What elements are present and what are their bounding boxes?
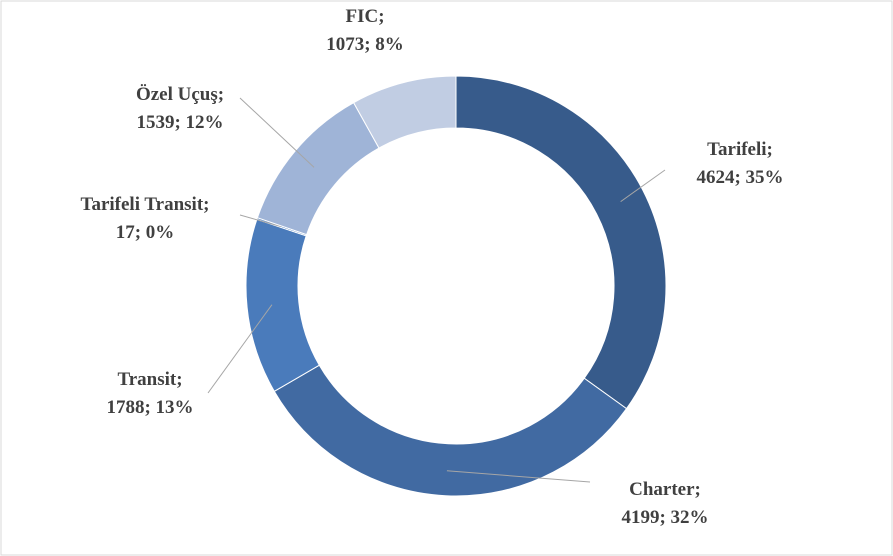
donut-slice <box>455 75 667 410</box>
data-label-line: 1788; 13% <box>106 397 193 418</box>
data-label-line: 4199; 32% <box>621 507 708 528</box>
leader-line <box>239 214 281 228</box>
data-label-line: Charter; <box>629 479 701 500</box>
data-label-line: Transit; <box>117 369 182 390</box>
data-label-line: 4624; 35% <box>696 167 783 188</box>
leader-line <box>620 169 666 203</box>
donut-slice <box>352 75 457 149</box>
data-label: Tarifeli; 4624; 35% <box>696 139 783 188</box>
data-label-line: 1073; 8% <box>326 34 404 55</box>
data-label: Charter; 4199; 32% <box>621 479 708 528</box>
data-label-line: FIC; <box>345 6 384 27</box>
data-label-line: Tarifeli Transit; <box>81 194 210 215</box>
leader-line <box>207 304 273 394</box>
data-label: Özel Uçuş; 1539; 12% <box>136 84 224 133</box>
data-label: FIC; 1073; 8% <box>326 6 404 55</box>
data-label-line: Tarifeli; <box>707 139 773 160</box>
leader-line <box>446 470 591 483</box>
data-label-line: 17; 0% <box>116 222 175 243</box>
data-label-line: 1539; 12% <box>136 112 223 133</box>
data-label: Tarifeli Transit; 17; 0% <box>81 194 210 243</box>
leader-line <box>239 97 315 168</box>
data-label-line: Özel Uçuş; <box>136 84 224 105</box>
data-label: Transit; 1788; 13% <box>106 369 193 418</box>
